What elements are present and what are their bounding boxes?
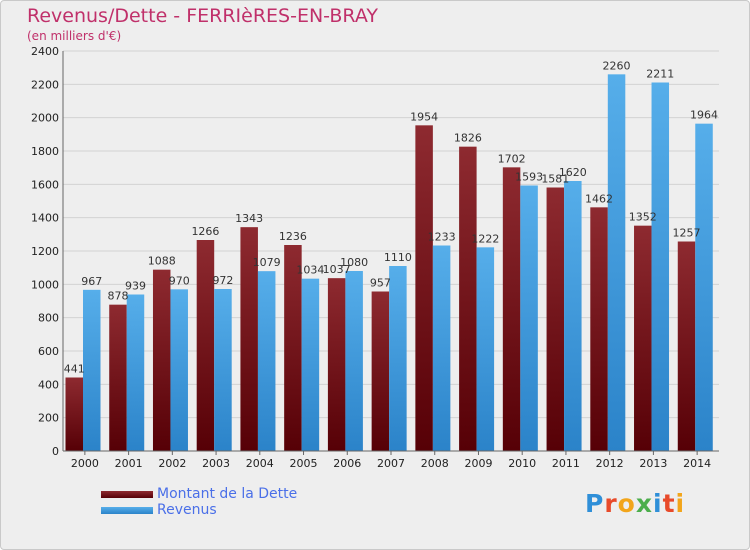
bar-revenus <box>651 82 670 451</box>
x-tick-label: 2013 <box>639 457 667 470</box>
data-label-revenus: 2260 <box>603 59 631 72</box>
chart-subtitle: (en milliers d'€) <box>27 29 122 43</box>
data-label-revenus: 1222 <box>471 232 499 245</box>
bar-dette <box>459 146 477 451</box>
y-tick-label: 1800 <box>31 145 59 158</box>
bar-dette <box>415 125 433 451</box>
x-tick-label: 2008 <box>421 457 449 470</box>
y-tick-label: 2400 <box>31 45 59 58</box>
data-label-revenus: 1593 <box>515 171 543 184</box>
bar-revenus <box>214 289 232 451</box>
bar-dette <box>109 304 127 451</box>
data-label-revenus: 1034 <box>296 264 324 277</box>
bar-revenus <box>432 245 451 451</box>
y-tick-label: 2000 <box>31 112 59 125</box>
x-tick-label: 2002 <box>158 457 186 470</box>
x-tick-label: 2004 <box>246 457 274 470</box>
bar-revenus <box>476 247 495 451</box>
data-label-dette: 1343 <box>235 212 263 225</box>
y-tick-label: 400 <box>38 378 59 391</box>
data-label-dette: 1037 <box>323 263 351 276</box>
bar-dette <box>371 291 390 451</box>
bar-dette <box>65 377 83 451</box>
x-tick-label: 2009 <box>464 457 492 470</box>
bar-dette <box>327 278 346 451</box>
bar-revenus <box>607 74 626 451</box>
x-tick-label: 2014 <box>683 457 711 470</box>
data-label-revenus: 1079 <box>253 256 281 269</box>
bar-revenus <box>83 289 101 451</box>
data-label-revenus: 1110 <box>384 251 412 264</box>
data-label-dette: 1352 <box>629 211 657 224</box>
bar-dette <box>590 207 608 451</box>
data-label-revenus: 972 <box>212 274 233 287</box>
y-tick-label: 1400 <box>31 212 59 225</box>
x-tick-label: 2006 <box>333 457 361 470</box>
y-tick-label: 800 <box>38 312 59 325</box>
chart-title: Revenus/Dette - FERRIèRES-EN-BRAY <box>27 5 378 27</box>
data-label-dette: 957 <box>370 277 391 290</box>
bar-revenus <box>126 294 145 451</box>
bar-dette <box>284 245 302 451</box>
bar-revenus <box>389 266 407 451</box>
bar-dette <box>196 240 215 451</box>
bar-revenus <box>301 278 320 451</box>
data-label-dette: 1954 <box>410 110 438 123</box>
x-tick-label: 2012 <box>596 457 624 470</box>
data-label-dette: 1826 <box>454 132 482 145</box>
x-tick-label: 2003 <box>202 457 230 470</box>
data-label-revenus: 1620 <box>559 166 587 179</box>
data-label-revenus: 1964 <box>690 109 718 122</box>
data-label-revenus: 939 <box>125 280 146 293</box>
data-label-revenus: 967 <box>81 275 102 288</box>
legend-label-revenus: Revenus <box>157 502 217 518</box>
y-tick-label: 1600 <box>31 178 59 191</box>
data-label-dette: 1462 <box>585 192 613 205</box>
data-label-dette: 1236 <box>279 230 307 243</box>
legend-label-dette: Montant de la Dette <box>157 486 298 502</box>
data-label-dette: 878 <box>107 290 128 303</box>
data-label-revenus: 970 <box>169 274 190 287</box>
bar-revenus <box>695 123 713 452</box>
data-label-dette: 1266 <box>191 225 219 238</box>
data-label-revenus: 1233 <box>428 231 456 244</box>
y-tick-label: 2200 <box>31 78 59 91</box>
data-label-dette: 441 <box>64 363 85 376</box>
y-tick-label: 0 <box>52 445 59 458</box>
data-label-dette: 1581 <box>541 173 569 186</box>
legend-swatch-dette <box>101 491 153 498</box>
data-label-revenus: 2211 <box>646 68 674 81</box>
data-label-dette: 1257 <box>673 227 701 240</box>
data-label-dette: 1088 <box>148 255 176 268</box>
bar-dette <box>240 227 258 451</box>
bar-dette <box>546 187 565 451</box>
bar-dette <box>152 269 171 451</box>
x-tick-label: 2010 <box>508 457 536 470</box>
y-tick-label: 600 <box>38 345 59 358</box>
proxiti-logo: Proxiti <box>585 489 686 518</box>
data-label-revenus: 1080 <box>340 256 368 269</box>
bar-revenus <box>564 181 582 451</box>
bar-revenus <box>345 271 363 451</box>
bar-revenus <box>170 289 188 451</box>
x-tick-label: 2000 <box>71 457 99 470</box>
x-tick-label: 2001 <box>115 457 143 470</box>
x-tick-label: 2005 <box>290 457 318 470</box>
y-tick-label: 200 <box>38 412 59 425</box>
bar-dette <box>502 167 521 452</box>
legend-swatch-revenus <box>101 507 153 514</box>
y-tick-label: 1200 <box>31 245 59 258</box>
bar-revenus <box>520 185 538 451</box>
data-label-dette: 1702 <box>498 152 526 165</box>
x-tick-label: 2011 <box>552 457 580 470</box>
bar-revenus <box>257 271 276 451</box>
x-tick-label: 2007 <box>377 457 405 470</box>
bar-dette <box>634 225 652 451</box>
bar-dette <box>677 241 696 451</box>
y-tick-label: 1000 <box>31 278 59 291</box>
